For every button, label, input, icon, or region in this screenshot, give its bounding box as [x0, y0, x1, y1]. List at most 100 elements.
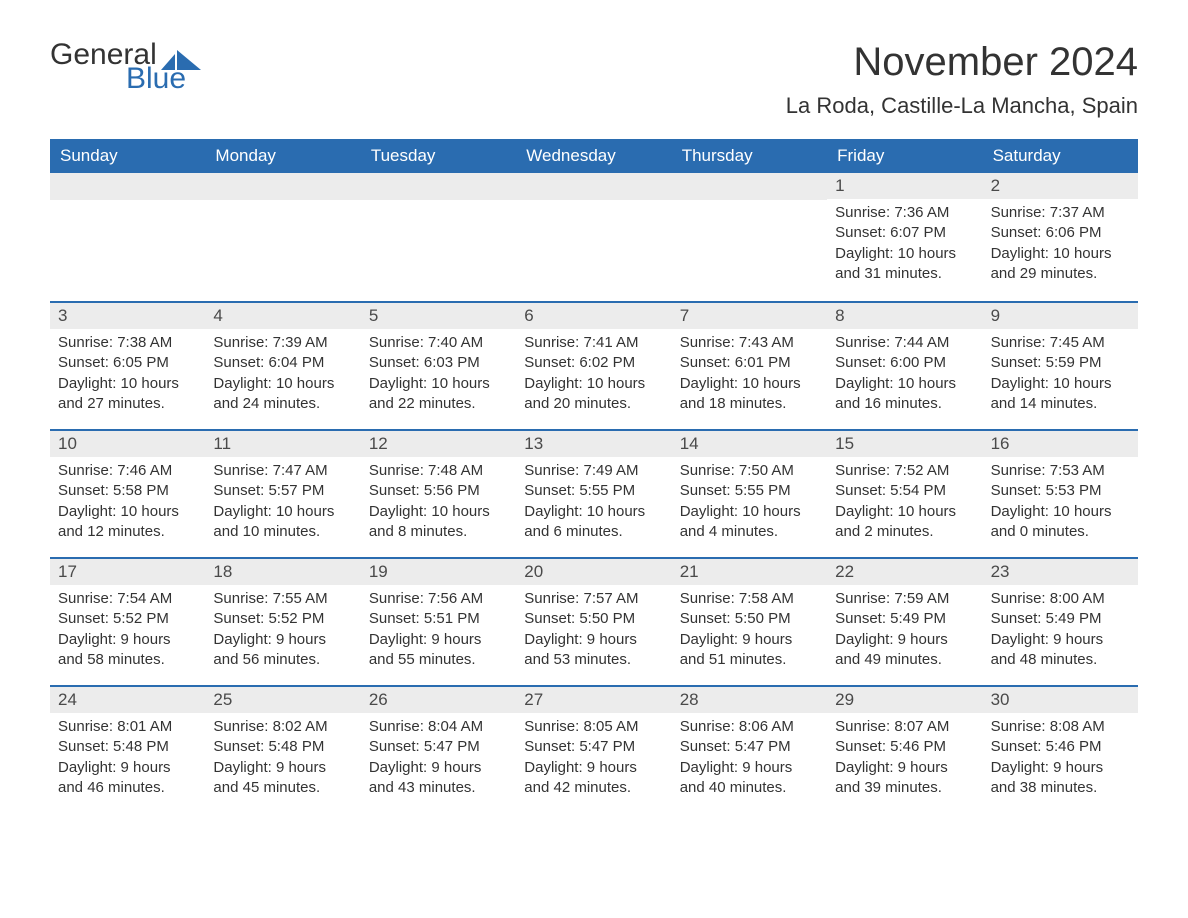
calendar-cell: 15Sunrise: 7:52 AMSunset: 5:54 PMDayligh… — [827, 431, 982, 557]
sunrise-line: Sunrise: 7:48 AM — [369, 461, 508, 481]
day-number: 20 — [516, 559, 671, 585]
day-body: Sunrise: 7:49 AMSunset: 5:55 PMDaylight:… — [516, 457, 671, 554]
day-body: Sunrise: 8:04 AMSunset: 5:47 PMDaylight:… — [361, 713, 516, 810]
daylight-line-2: and 49 minutes. — [835, 650, 974, 670]
calendar-cell: 19Sunrise: 7:56 AMSunset: 5:51 PMDayligh… — [361, 559, 516, 685]
day-number: 30 — [983, 687, 1138, 713]
daylight-line-1: Daylight: 10 hours — [213, 374, 352, 394]
daylight-line-2: and 4 minutes. — [680, 522, 819, 542]
month-title: November 2024 — [786, 40, 1138, 85]
title-block: November 2024 La Roda, Castille-La Manch… — [786, 40, 1138, 119]
calendar-cell: 25Sunrise: 8:02 AMSunset: 5:48 PMDayligh… — [205, 687, 360, 813]
day-number: 27 — [516, 687, 671, 713]
sunset-line: Sunset: 5:48 PM — [213, 737, 352, 757]
day-body: Sunrise: 8:05 AMSunset: 5:47 PMDaylight:… — [516, 713, 671, 810]
day-number: 18 — [205, 559, 360, 585]
calendar-cell: 8Sunrise: 7:44 AMSunset: 6:00 PMDaylight… — [827, 303, 982, 429]
empty-day-number — [361, 173, 516, 200]
daylight-line-1: Daylight: 10 hours — [991, 244, 1130, 264]
day-body: Sunrise: 8:01 AMSunset: 5:48 PMDaylight:… — [50, 713, 205, 810]
calendar-cell: 2Sunrise: 7:37 AMSunset: 6:06 PMDaylight… — [983, 173, 1138, 301]
daylight-line-1: Daylight: 10 hours — [58, 502, 197, 522]
sunrise-line: Sunrise: 8:04 AM — [369, 717, 508, 737]
calendar-cell: 6Sunrise: 7:41 AMSunset: 6:02 PMDaylight… — [516, 303, 671, 429]
day-header-row: Sunday Monday Tuesday Wednesday Thursday… — [50, 139, 1138, 173]
sunset-line: Sunset: 5:46 PM — [991, 737, 1130, 757]
day-body: Sunrise: 7:46 AMSunset: 5:58 PMDaylight:… — [50, 457, 205, 554]
calendar-cell: 3Sunrise: 7:38 AMSunset: 6:05 PMDaylight… — [50, 303, 205, 429]
logo: General Blue — [50, 40, 201, 94]
day-number: 8 — [827, 303, 982, 329]
day-number: 14 — [672, 431, 827, 457]
day-body: Sunrise: 8:06 AMSunset: 5:47 PMDaylight:… — [672, 713, 827, 810]
sunset-line: Sunset: 6:04 PM — [213, 353, 352, 373]
day-number: 16 — [983, 431, 1138, 457]
sunset-line: Sunset: 5:58 PM — [58, 481, 197, 501]
day-header: Monday — [205, 139, 360, 173]
sunrise-line: Sunrise: 8:05 AM — [524, 717, 663, 737]
sunrise-line: Sunrise: 7:40 AM — [369, 333, 508, 353]
calendar-cell: 22Sunrise: 7:59 AMSunset: 5:49 PMDayligh… — [827, 559, 982, 685]
daylight-line-2: and 14 minutes. — [991, 394, 1130, 414]
daylight-line-1: Daylight: 9 hours — [369, 758, 508, 778]
daylight-line-2: and 16 minutes. — [835, 394, 974, 414]
calendar-cell: 28Sunrise: 8:06 AMSunset: 5:47 PMDayligh… — [672, 687, 827, 813]
day-body: Sunrise: 8:02 AMSunset: 5:48 PMDaylight:… — [205, 713, 360, 810]
calendar-cell — [205, 173, 360, 301]
sunset-line: Sunset: 5:56 PM — [369, 481, 508, 501]
sunset-line: Sunset: 6:06 PM — [991, 223, 1130, 243]
sunset-line: Sunset: 5:48 PM — [58, 737, 197, 757]
day-number: 21 — [672, 559, 827, 585]
sunrise-line: Sunrise: 8:00 AM — [991, 589, 1130, 609]
day-number: 2 — [983, 173, 1138, 199]
day-body: Sunrise: 7:39 AMSunset: 6:04 PMDaylight:… — [205, 329, 360, 426]
calendar-cell: 16Sunrise: 7:53 AMSunset: 5:53 PMDayligh… — [983, 431, 1138, 557]
daylight-line-1: Daylight: 9 hours — [680, 758, 819, 778]
daylight-line-1: Daylight: 9 hours — [213, 630, 352, 650]
calendar-cell: 1Sunrise: 7:36 AMSunset: 6:07 PMDaylight… — [827, 173, 982, 301]
daylight-line-2: and 8 minutes. — [369, 522, 508, 542]
daylight-line-2: and 38 minutes. — [991, 778, 1130, 798]
day-number: 5 — [361, 303, 516, 329]
sunset-line: Sunset: 5:52 PM — [213, 609, 352, 629]
daylight-line-2: and 20 minutes. — [524, 394, 663, 414]
sunset-line: Sunset: 5:52 PM — [58, 609, 197, 629]
daylight-line-2: and 0 minutes. — [991, 522, 1130, 542]
page-header: General Blue November 2024 La Roda, Cast… — [50, 40, 1138, 119]
calendar-cell: 30Sunrise: 8:08 AMSunset: 5:46 PMDayligh… — [983, 687, 1138, 813]
day-number: 24 — [50, 687, 205, 713]
calendar-cell: 9Sunrise: 7:45 AMSunset: 5:59 PMDaylight… — [983, 303, 1138, 429]
sunset-line: Sunset: 6:01 PM — [680, 353, 819, 373]
daylight-line-1: Daylight: 9 hours — [991, 630, 1130, 650]
calendar-cell — [361, 173, 516, 301]
sunrise-line: Sunrise: 7:58 AM — [680, 589, 819, 609]
sunset-line: Sunset: 5:55 PM — [680, 481, 819, 501]
weeks-container: 1Sunrise: 7:36 AMSunset: 6:07 PMDaylight… — [50, 173, 1138, 813]
sunrise-line: Sunrise: 7:39 AM — [213, 333, 352, 353]
week-row: 17Sunrise: 7:54 AMSunset: 5:52 PMDayligh… — [50, 557, 1138, 685]
day-body: Sunrise: 7:36 AMSunset: 6:07 PMDaylight:… — [827, 199, 982, 296]
sunrise-line: Sunrise: 8:08 AM — [991, 717, 1130, 737]
daylight-line-2: and 22 minutes. — [369, 394, 508, 414]
sunset-line: Sunset: 5:51 PM — [369, 609, 508, 629]
daylight-line-1: Daylight: 9 hours — [835, 630, 974, 650]
daylight-line-2: and 6 minutes. — [524, 522, 663, 542]
sunrise-line: Sunrise: 7:52 AM — [835, 461, 974, 481]
sunrise-line: Sunrise: 7:50 AM — [680, 461, 819, 481]
sunset-line: Sunset: 5:49 PM — [991, 609, 1130, 629]
sunrise-line: Sunrise: 7:45 AM — [991, 333, 1130, 353]
sunset-line: Sunset: 5:54 PM — [835, 481, 974, 501]
daylight-line-1: Daylight: 10 hours — [835, 374, 974, 394]
sunrise-line: Sunrise: 8:01 AM — [58, 717, 197, 737]
sunset-line: Sunset: 5:59 PM — [991, 353, 1130, 373]
day-body: Sunrise: 7:47 AMSunset: 5:57 PMDaylight:… — [205, 457, 360, 554]
daylight-line-1: Daylight: 9 hours — [213, 758, 352, 778]
day-body: Sunrise: 7:52 AMSunset: 5:54 PMDaylight:… — [827, 457, 982, 554]
day-number: 13 — [516, 431, 671, 457]
calendar-cell: 4Sunrise: 7:39 AMSunset: 6:04 PMDaylight… — [205, 303, 360, 429]
day-body: Sunrise: 7:50 AMSunset: 5:55 PMDaylight:… — [672, 457, 827, 554]
calendar-cell — [672, 173, 827, 301]
day-body: Sunrise: 7:43 AMSunset: 6:01 PMDaylight:… — [672, 329, 827, 426]
day-number: 19 — [361, 559, 516, 585]
day-number: 23 — [983, 559, 1138, 585]
